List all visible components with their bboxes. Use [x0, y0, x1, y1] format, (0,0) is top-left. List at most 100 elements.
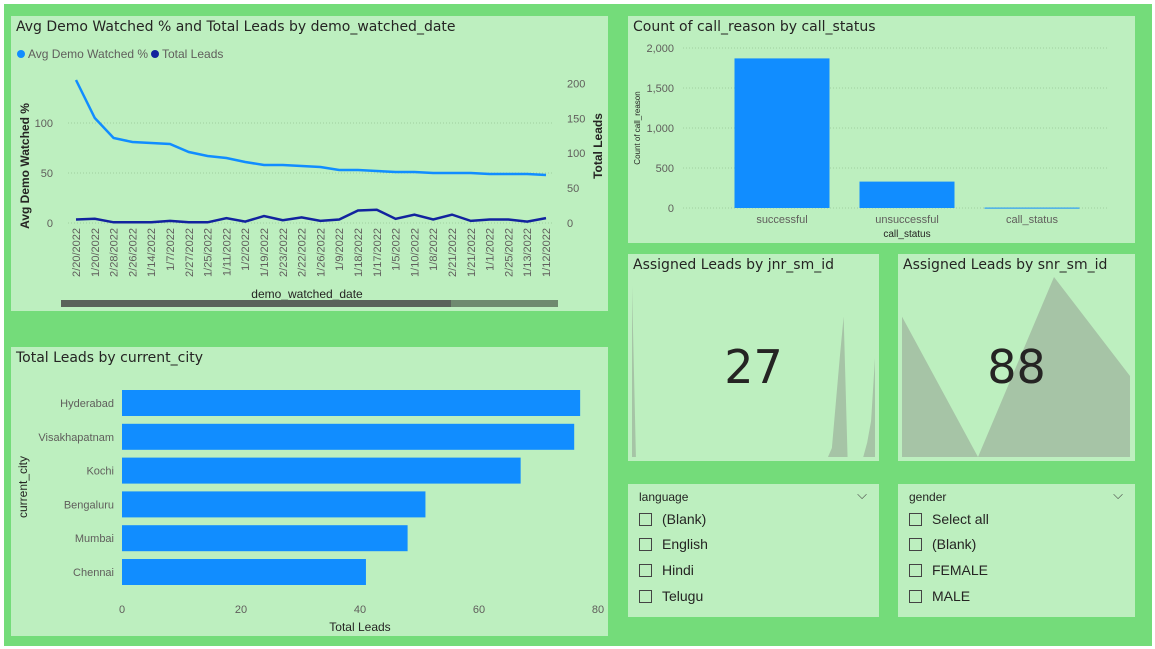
- y2-tick-label: 100: [567, 148, 585, 160]
- y2-tick-label: 0: [567, 218, 573, 230]
- x-tick-label: 1/9/2022: [334, 228, 346, 271]
- slicer-item-female[interactable]: FEMALE: [909, 560, 988, 580]
- x-tick-label: 2/23/2022: [278, 228, 290, 277]
- x-tick-label: 1/13/2022: [522, 228, 534, 277]
- language-slicer-header: language: [639, 490, 689, 504]
- column-bar: [984, 207, 1080, 209]
- bar-chart-visual[interactable]: Total Leads by current_city Hyderabad Vis…: [11, 347, 608, 636]
- legend-marker: [17, 50, 25, 58]
- x-tick-label: 1/5/2022: [391, 228, 403, 271]
- y-tick-label: 2,000: [646, 43, 674, 55]
- column-chart-visual[interactable]: Count of call_reason by call_status 0 500…: [628, 16, 1135, 243]
- checkbox[interactable]: [639, 589, 652, 603]
- line-chart-title: Avg Demo Watched % and Total Leads by de…: [16, 19, 456, 35]
- y-tick-label: 500: [656, 163, 674, 175]
- scrollbar-thumb: [61, 300, 451, 307]
- x-tick-label: 1/20/2022: [90, 228, 102, 277]
- x-tick-label: 2/20/2022: [71, 228, 83, 277]
- slicer-item-label: MALE: [932, 588, 971, 604]
- slicer-item-blank[interactable]: (Blank): [909, 534, 976, 554]
- x-tick-label: 1/14/2022: [146, 228, 158, 277]
- jnr-kpi-visual[interactable]: Assigned Leads by jnr_sm_id 27: [628, 254, 879, 461]
- x-axis-title: demo_watched_date: [251, 287, 363, 301]
- line-chart-visual[interactable]: Avg Demo Watched % and Total Leads by de…: [11, 16, 608, 311]
- x-tick-label: 1/19/2022: [259, 228, 271, 277]
- chevron-down-icon[interactable]: ⌵: [857, 487, 867, 502]
- checkbox[interactable]: [909, 512, 922, 526]
- city-bar: [122, 423, 575, 450]
- y-axis-title: Count of call_reason: [633, 91, 642, 164]
- column-bar: [734, 58, 830, 209]
- x-tick-label: 2/27/2022: [184, 228, 196, 277]
- x-tick-label: 1/17/2022: [372, 228, 384, 277]
- x-tick-label: 60: [473, 604, 485, 616]
- series-line-total-leads: [75, 208, 547, 224]
- slicer-item-blank[interactable]: (Blank): [639, 509, 706, 529]
- y-tick-label: 50: [41, 168, 53, 180]
- chevron-down-icon[interactable]: ⌵: [1113, 487, 1123, 502]
- jnr-kpi-title: Assigned Leads by jnr_sm_id: [633, 257, 834, 273]
- x-axis-title: call_status: [883, 229, 930, 240]
- column-bar: [859, 181, 955, 208]
- city-bar: [122, 457, 521, 484]
- checkbox[interactable]: [639, 537, 652, 551]
- column-chart-title: Count of call_reason by call_status: [633, 19, 876, 35]
- slicer-item-select-all[interactable]: Select all: [909, 509, 989, 529]
- x-tick-label: 0: [119, 604, 125, 616]
- x-tick-label: 80: [592, 604, 604, 616]
- checkbox[interactable]: [909, 537, 922, 551]
- checkbox[interactable]: [639, 512, 652, 526]
- checkbox[interactable]: [909, 589, 922, 603]
- x-tick-label: 2/26/2022: [127, 228, 139, 277]
- y-tick-label: Kochi: [86, 466, 114, 478]
- city-bar: [122, 525, 408, 552]
- x-tick-label: 1/2/2022: [240, 228, 252, 271]
- x-tick-label: 1/8/2022: [428, 228, 440, 271]
- slicer-item-label: FEMALE: [932, 562, 989, 578]
- slicer-item-hindi[interactable]: Hindi: [639, 560, 694, 580]
- checkbox[interactable]: [909, 563, 922, 577]
- slicer-item-label: Hindi: [662, 562, 694, 578]
- city-bar: [122, 491, 426, 518]
- snr-kpi-title: Assigned Leads by snr_sm_id: [903, 257, 1108, 273]
- y-axis-title: Avg Demo Watched %: [18, 103, 32, 229]
- y-tick-label: Visakhapatnam: [38, 432, 114, 444]
- slicer-item-label: Select all: [932, 511, 989, 527]
- y2-tick-label: 150: [567, 113, 585, 125]
- area-fill: [902, 277, 1130, 457]
- jnr-kpi-value: 27: [724, 340, 783, 394]
- y-tick-label: Mumbai: [75, 533, 114, 545]
- slicer-item-male[interactable]: MALE: [909, 586, 970, 606]
- language-slicer[interactable]: language ⌵ (Blank) English Hindi Telugu: [628, 484, 879, 617]
- bar-chart-svg: Hyderabad Visakhapatnam Kochi Bengaluru Mumb…: [16, 390, 604, 634]
- slicer-item-label: (Blank): [662, 511, 707, 527]
- city-bar: [122, 559, 366, 585]
- gender-slicer[interactable]: gender ⌵ Select all (Blank) FEMALE MALE: [898, 484, 1135, 617]
- y-tick-label: Chennai: [73, 567, 114, 579]
- checkbox[interactable]: [639, 563, 652, 577]
- y-axis-title: current_city: [16, 456, 30, 518]
- slicer-item-label: Telugu: [662, 588, 704, 604]
- x-tick-label: 1/7/2022: [165, 228, 177, 271]
- x-tick-label: 1/25/2022: [203, 228, 215, 277]
- x-tick-label: 40: [354, 604, 366, 616]
- legend-label: Avg Demo Watched %: [28, 47, 148, 61]
- x-tick-label: 2/28/2022: [109, 228, 121, 277]
- x-tick-label: 2/22/2022: [297, 228, 309, 277]
- line-chart-svg: Avg Demo Watched % Total Leads 0 50 100 0 50 10…: [17, 47, 605, 307]
- x-tick-label: 1/21/2022: [466, 228, 478, 277]
- snr-kpi-visual[interactable]: Assigned Leads by snr_sm_id 88: [898, 254, 1135, 461]
- column-chart-svg: 0 500 1,000 1,500 2,000 Count of call_reasons…: [633, 43, 1108, 240]
- x-tick-label: call_status: [1006, 214, 1058, 226]
- legend-label: Total Leads: [162, 47, 223, 61]
- x-tick-label: 2/25/2022: [503, 228, 515, 277]
- legend-marker: [151, 50, 159, 58]
- slicer-item-label: (Blank): [932, 536, 977, 552]
- x-tick-label: 1/1/2022: [485, 228, 497, 271]
- x-tick-label: 2/21/2022: [447, 228, 459, 277]
- slicer-item-english[interactable]: English: [639, 534, 708, 554]
- y-tick-label: 1,000: [646, 123, 674, 135]
- slicer-item-telugu[interactable]: Telugu: [639, 586, 703, 606]
- x-tick-label: 1/11/2022: [221, 228, 233, 276]
